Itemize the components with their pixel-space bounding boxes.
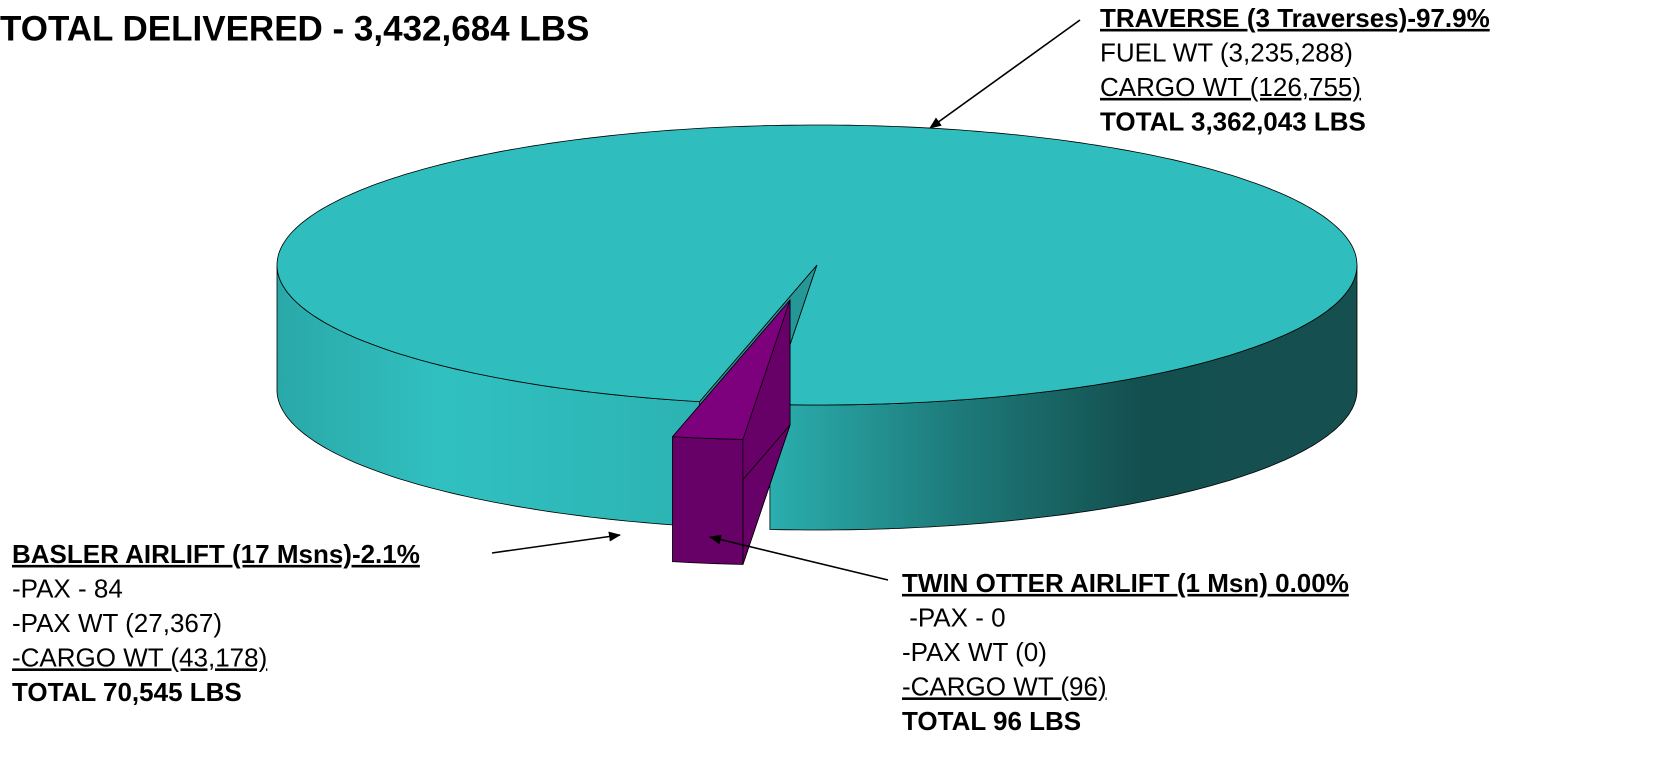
annotation: -PAX - 84 <box>12 573 123 603</box>
annotation: FUEL WT (3,235,288) <box>1100 37 1353 67</box>
annotation: -CARGO WT (96) <box>902 671 1107 701</box>
annotation: TOTAL 70,545 LBS <box>12 677 242 707</box>
labels: TRAVERSE (3 Traverses)-97.9% FUEL WT (3,2… <box>12 3 1490 736</box>
pie <box>276 124 1358 565</box>
annotation: -PAX WT (27,367) <box>12 608 222 638</box>
slice-label: TWIN OTTER AIRLIFT (1 Msn) 0.00% <box>902 568 1349 598</box>
annotation: -PAX - 0 <box>902 602 1006 632</box>
slice <box>276 124 1358 406</box>
annotation: CARGO WT (126,755) <box>1100 72 1361 102</box>
annotation: -CARGO WT (43,178) <box>12 642 267 672</box>
arrow <box>929 19 1081 129</box>
annotation: -PAX WT (0) <box>902 637 1047 667</box>
slice <box>671 299 791 440</box>
slice-label: BASLER AIRLIFT (17 Msns)-2.1% <box>12 539 420 569</box>
slice-label: TRAVERSE (3 Traverses)-97.9% <box>1100 3 1490 33</box>
arrow <box>709 534 889 581</box>
arrow <box>491 531 621 554</box>
slice-side <box>672 436 744 565</box>
annotation: TOTAL 96 LBS <box>902 706 1081 736</box>
chart-title: TOTAL DELIVERED - 3,432,684 LBS <box>0 9 589 48</box>
annotation: TOTAL 3,362,043 LBS <box>1100 106 1366 136</box>
